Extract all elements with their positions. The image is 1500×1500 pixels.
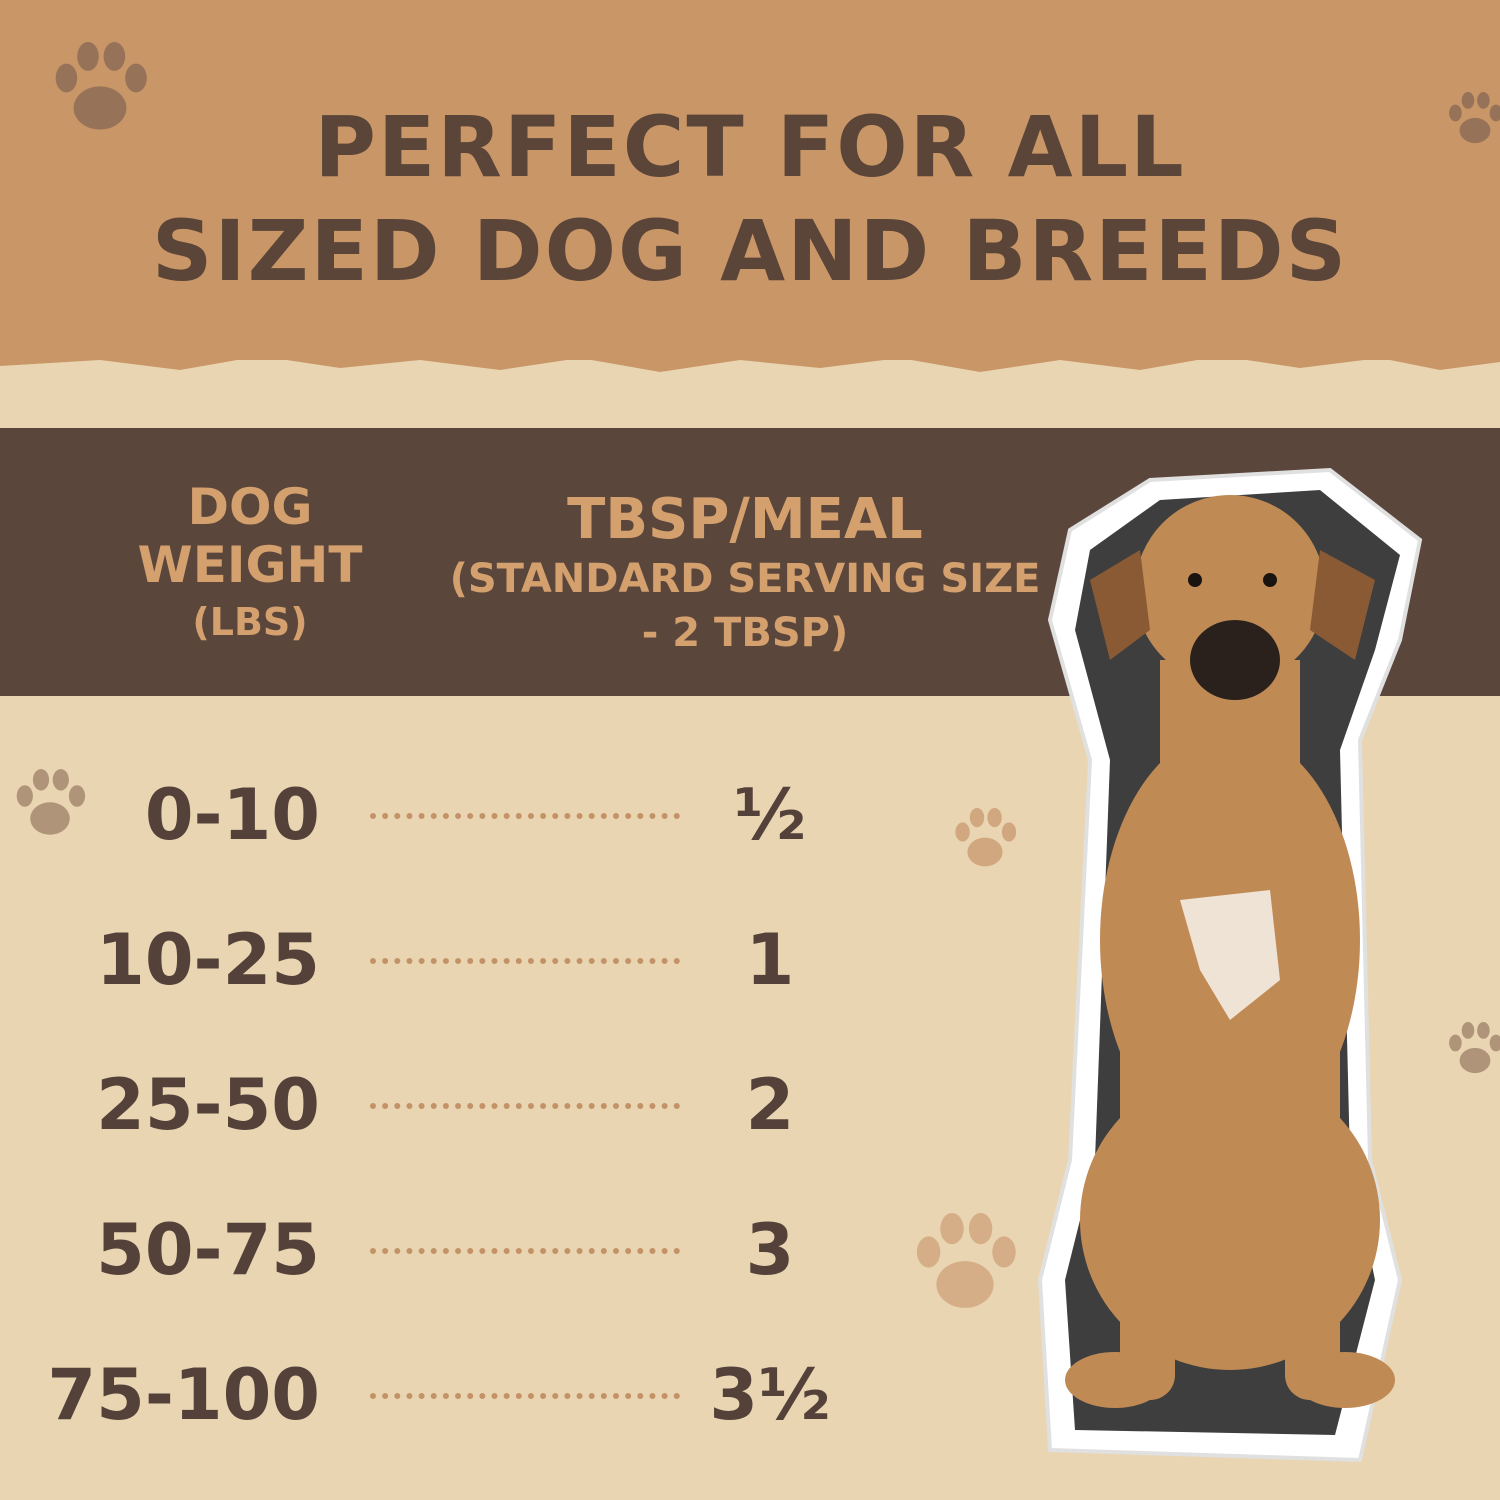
paw-print-icon: [16, 769, 86, 835]
tbsp-cell: 2: [745, 1064, 795, 1146]
table-row: 75-100 3½: [0, 1345, 900, 1445]
tbsp-cell: ½: [733, 774, 807, 856]
table-row: 10-25 1: [0, 910, 900, 1010]
paw-print-icon: [916, 1213, 1016, 1308]
weight-cell: 50-75: [96, 1209, 320, 1291]
dog-photo: [1037, 467, 1423, 1463]
weight-cell: 0-10: [144, 774, 320, 856]
header-dog-weight: DOG WEIGHT (LBS): [90, 478, 410, 650]
paw-print-icon: [55, 42, 147, 130]
table-row: 50-75 3: [0, 1200, 900, 1300]
title-line-2: SIZED DOG AND BREEDS: [151, 202, 1349, 300]
header-serving-note: (STANDARD SERVING SIZE - 2 TBSP): [449, 556, 1041, 656]
dotted-leader: [370, 1393, 680, 1399]
header-serving-label: TBSP/MEAL: [567, 487, 923, 552]
paw-print-icon: [955, 808, 1017, 867]
dotted-leader: [370, 1103, 680, 1109]
header-weight-unit: (LBS): [192, 600, 308, 644]
header-tbsp-meal: TBSP/MEAL (STANDARD SERVING SIZE - 2 TBS…: [440, 488, 1050, 660]
weight-cell: 10-25: [96, 919, 320, 1001]
torn-edge: [0, 340, 1500, 372]
paw-print-icon: [1449, 1022, 1500, 1074]
header-weight-label: DOG WEIGHT: [137, 478, 363, 594]
page-title: PERFECT FOR ALL SIZED DOG AND BREEDS: [0, 95, 1500, 303]
tbsp-cell: 3½: [709, 1354, 831, 1436]
table-row: 25-50 2: [0, 1055, 900, 1155]
dotted-leader: [370, 813, 680, 819]
weight-cell: 75-100: [47, 1354, 320, 1436]
paw-print-icon: [1449, 92, 1500, 144]
dotted-leader: [370, 1248, 680, 1254]
dotted-leader: [370, 958, 680, 964]
table-row: 0-10 ½: [0, 765, 900, 865]
title-banner: [0, 0, 1500, 360]
weight-cell: 25-50: [96, 1064, 320, 1146]
tbsp-cell: 3: [745, 1209, 795, 1291]
tbsp-cell: 1: [745, 919, 795, 1001]
title-line-1: PERFECT FOR ALL: [314, 98, 1186, 196]
